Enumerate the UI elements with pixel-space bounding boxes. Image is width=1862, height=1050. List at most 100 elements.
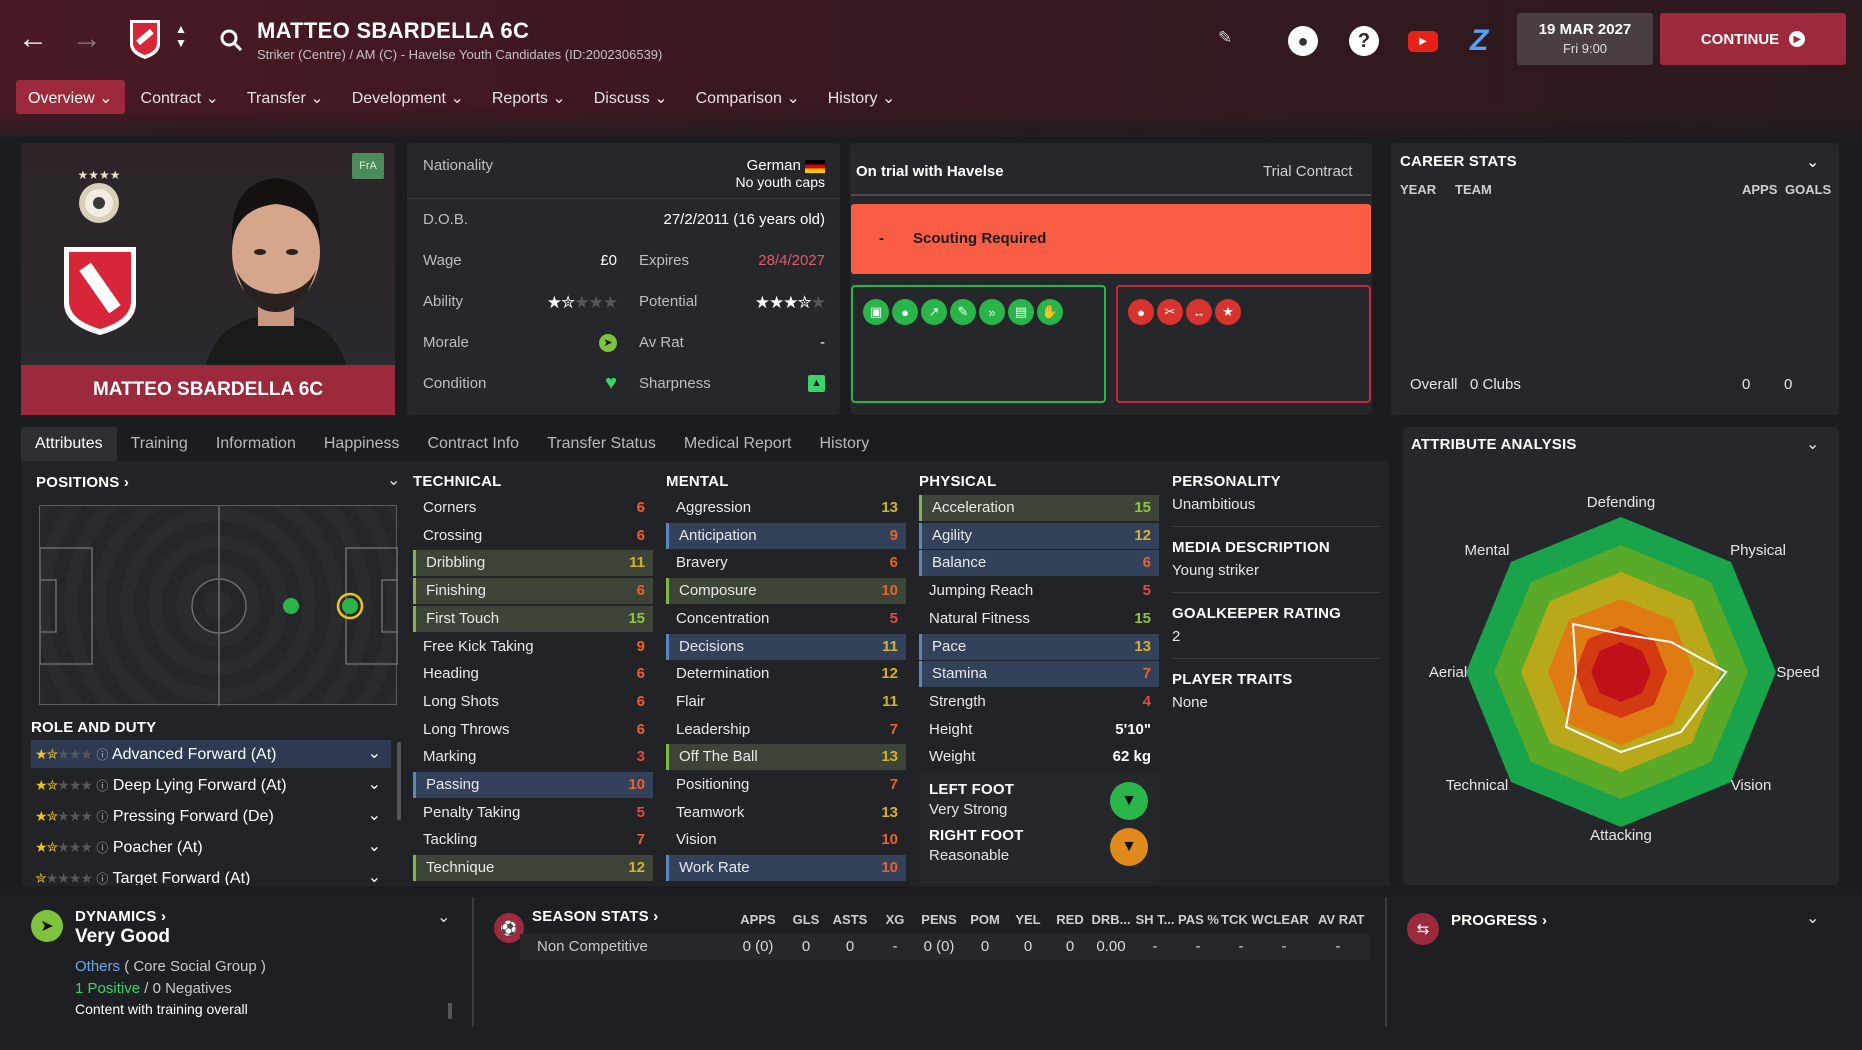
help-icon[interactable]: ? [1349,26,1379,56]
season-col-header[interactable]: GLS [792,912,820,927]
season-col-header[interactable]: ASTS [832,912,868,927]
roles-scrollbar[interactable] [397,742,401,820]
tab-training[interactable]: Training [130,435,188,452]
role-pressing-forward[interactable]: ★✮★★★ ⓘ Pressing Forward (De) ⌄ [31,802,391,830]
trait-pitch-icon[interactable]: ▤ [1008,299,1034,325]
menu-discuss[interactable]: Discuss ⌄ [593,90,668,107]
attr-long-shots: Long Shots 6 [423,692,645,710]
role-deep-lying-forward[interactable]: ★✮★★★ ⓘ Deep Lying Forward (At) ⌄ [31,771,391,799]
season-row-label: Non Competitive [537,938,648,955]
info-icon[interactable]: ⓘ [96,810,109,824]
info-icon[interactable]: ⓘ [96,841,109,855]
goalkeeper-rating-label: GOALKEEPER RATING [1172,605,1341,622]
role-chevron-icon[interactable]: ⌄ [367,807,381,824]
potential-stars: ★★★✮★ [754,293,826,312]
info-icon[interactable]: ⓘ [96,748,109,762]
career-col-team[interactable]: TEAM [1455,182,1492,197]
season-col-header[interactable]: TCK W [1221,912,1264,927]
season-col-header[interactable]: PAS % [1178,912,1219,927]
back-arrow-icon[interactable]: ← [18,22,48,55]
edit-pencil-icon[interactable]: ✎ [1218,28,1233,47]
season-col-header[interactable]: APPS [740,912,776,927]
trait-speed-icon[interactable]: » [979,299,1005,325]
season-col-header[interactable]: XG [885,912,905,927]
social-group-link[interactable]: Others [75,958,121,975]
menu-comparison[interactable]: Comparison ⌄ [695,90,800,107]
left-foot-value: Very Strong [929,801,1008,818]
player-switch-icon[interactable]: ▲ ▼ [175,22,187,50]
positions-title[interactable]: POSITIONS › [36,474,130,491]
career-collapse-chevron-icon[interactable]: ⌄ [1806,154,1820,171]
trait-boot-icon[interactable]: ✎ [950,299,976,325]
attr-work-rate: Work Rate 10 [666,855,906,882]
season-col-header[interactable]: POM [970,912,1000,927]
dynamics-scrollbar[interactable] [448,1003,452,1019]
pitch-lines [40,506,398,706]
fitness-badge[interactable]: FrA [352,153,384,179]
progress-chevron-icon[interactable]: ⌄ [1806,910,1820,927]
season-col-header[interactable]: CLEAR [1264,912,1309,927]
career-col-goals[interactable]: GOALS [1785,182,1832,197]
z-logo-icon[interactable]: Z [1470,24,1489,57]
continue-button[interactable]: CONTINUE ▶ [1660,13,1846,65]
tab-contract-info[interactable]: Contract Info [427,435,520,452]
trial-title: On trial with Havelse [856,163,1004,180]
scouting-required-banner[interactable]: - Scouting Required [851,204,1371,274]
trait-head-icon[interactable]: ● [1128,299,1154,325]
trait-scissors-icon[interactable]: ✂ [1157,299,1183,325]
career-apps: 0 [1742,376,1751,393]
progress-title[interactable]: PROGRESS › [1451,912,1548,929]
season-col-header[interactable]: AV RAT [1318,912,1365,927]
tab-history[interactable]: History [819,435,870,452]
forward-arrow-icon[interactable]: → [72,22,102,55]
season-col-header[interactable]: YEL [1015,912,1041,927]
season-col-header[interactable]: DRB... [1091,912,1131,927]
trait-trend-icon[interactable]: ↗ [921,299,947,325]
season-col-header[interactable]: SH T... [1135,912,1175,927]
season-stats-title[interactable]: SEASON STATS › [532,908,659,925]
search-icon[interactable] [219,28,243,52]
attr-marking: Marking 3 [423,748,645,766]
continue-label: CONTINUE [1700,30,1780,48]
analysis-chevron-icon[interactable]: ⌄ [1806,436,1820,453]
info-icon[interactable]: ⓘ [96,872,109,885]
attr-bravery: Bravery 6 [676,554,898,572]
menu-overview[interactable]: Overview ⌄ [16,80,125,114]
tab-information[interactable]: Information [215,435,296,452]
tab-attributes[interactable]: Attributes [21,427,117,461]
role-chevron-icon[interactable]: ⌄ [367,776,381,793]
globe-icon[interactable]: ● [1288,26,1318,56]
trait-tactics-icon[interactable]: ▣ [863,299,889,325]
role-poacher[interactable]: ★✮★★★ ⓘ Poacher (At) ⌄ [31,833,391,861]
menu-reports[interactable]: Reports ⌄ [491,90,566,107]
trait-star-icon[interactable]: ★ [1215,299,1241,325]
tab-transfer-status[interactable]: Transfer Status [547,435,656,452]
career-col-apps[interactable]: APPS [1742,182,1778,197]
role-target-forward[interactable]: ✮★★★★ ⓘ Target Forward (At) ⌄ [31,864,391,885]
tab-happiness[interactable]: Happiness [323,435,400,452]
menu-development[interactable]: Development ⌄ [351,90,464,107]
attr-first-touch: First Touch 15 [413,605,653,632]
trait-hand-icon[interactable]: ✋ [1037,299,1063,325]
trait-whistle-icon[interactable]: ● [892,299,918,325]
season-col-header[interactable]: RED [1056,912,1084,927]
role-chevron-icon[interactable]: ⌄ [367,838,381,855]
dynamics-chevron-icon[interactable]: ⌄ [437,909,451,926]
menu-history[interactable]: History ⌄ [827,90,896,107]
attr-free-kick-taking: Free Kick Taking 9 [423,637,645,655]
date-box[interactable]: 19 MAR 2027 Fri 9:00 [1517,13,1653,65]
info-icon[interactable]: ⓘ [96,779,109,793]
season-col-header[interactable]: PENS [921,912,957,927]
positions-chevron-icon[interactable]: ⌄ [387,472,401,489]
role-chevron-icon[interactable]: ⌄ [367,745,381,762]
menu-contract[interactable]: Contract ⌄ [140,90,219,107]
dynamics-title[interactable]: DYNAMICS › [75,908,167,925]
menu-transfer[interactable]: Transfer ⌄ [246,90,324,107]
youtube-icon[interactable]: ▶ [1408,31,1438,52]
role-advanced-forward[interactable]: ★✮★★★ ⓘ Advanced Forward (At) ⌄ [31,740,391,768]
trait-dumbbell-icon[interactable]: ↔ [1186,299,1212,325]
tab-medical-report[interactable]: Medical Report [683,435,792,452]
club-crest-icon[interactable] [127,18,163,60]
role-chevron-icon[interactable]: ⌄ [367,869,381,885]
career-col-year[interactable]: YEAR [1400,182,1437,197]
